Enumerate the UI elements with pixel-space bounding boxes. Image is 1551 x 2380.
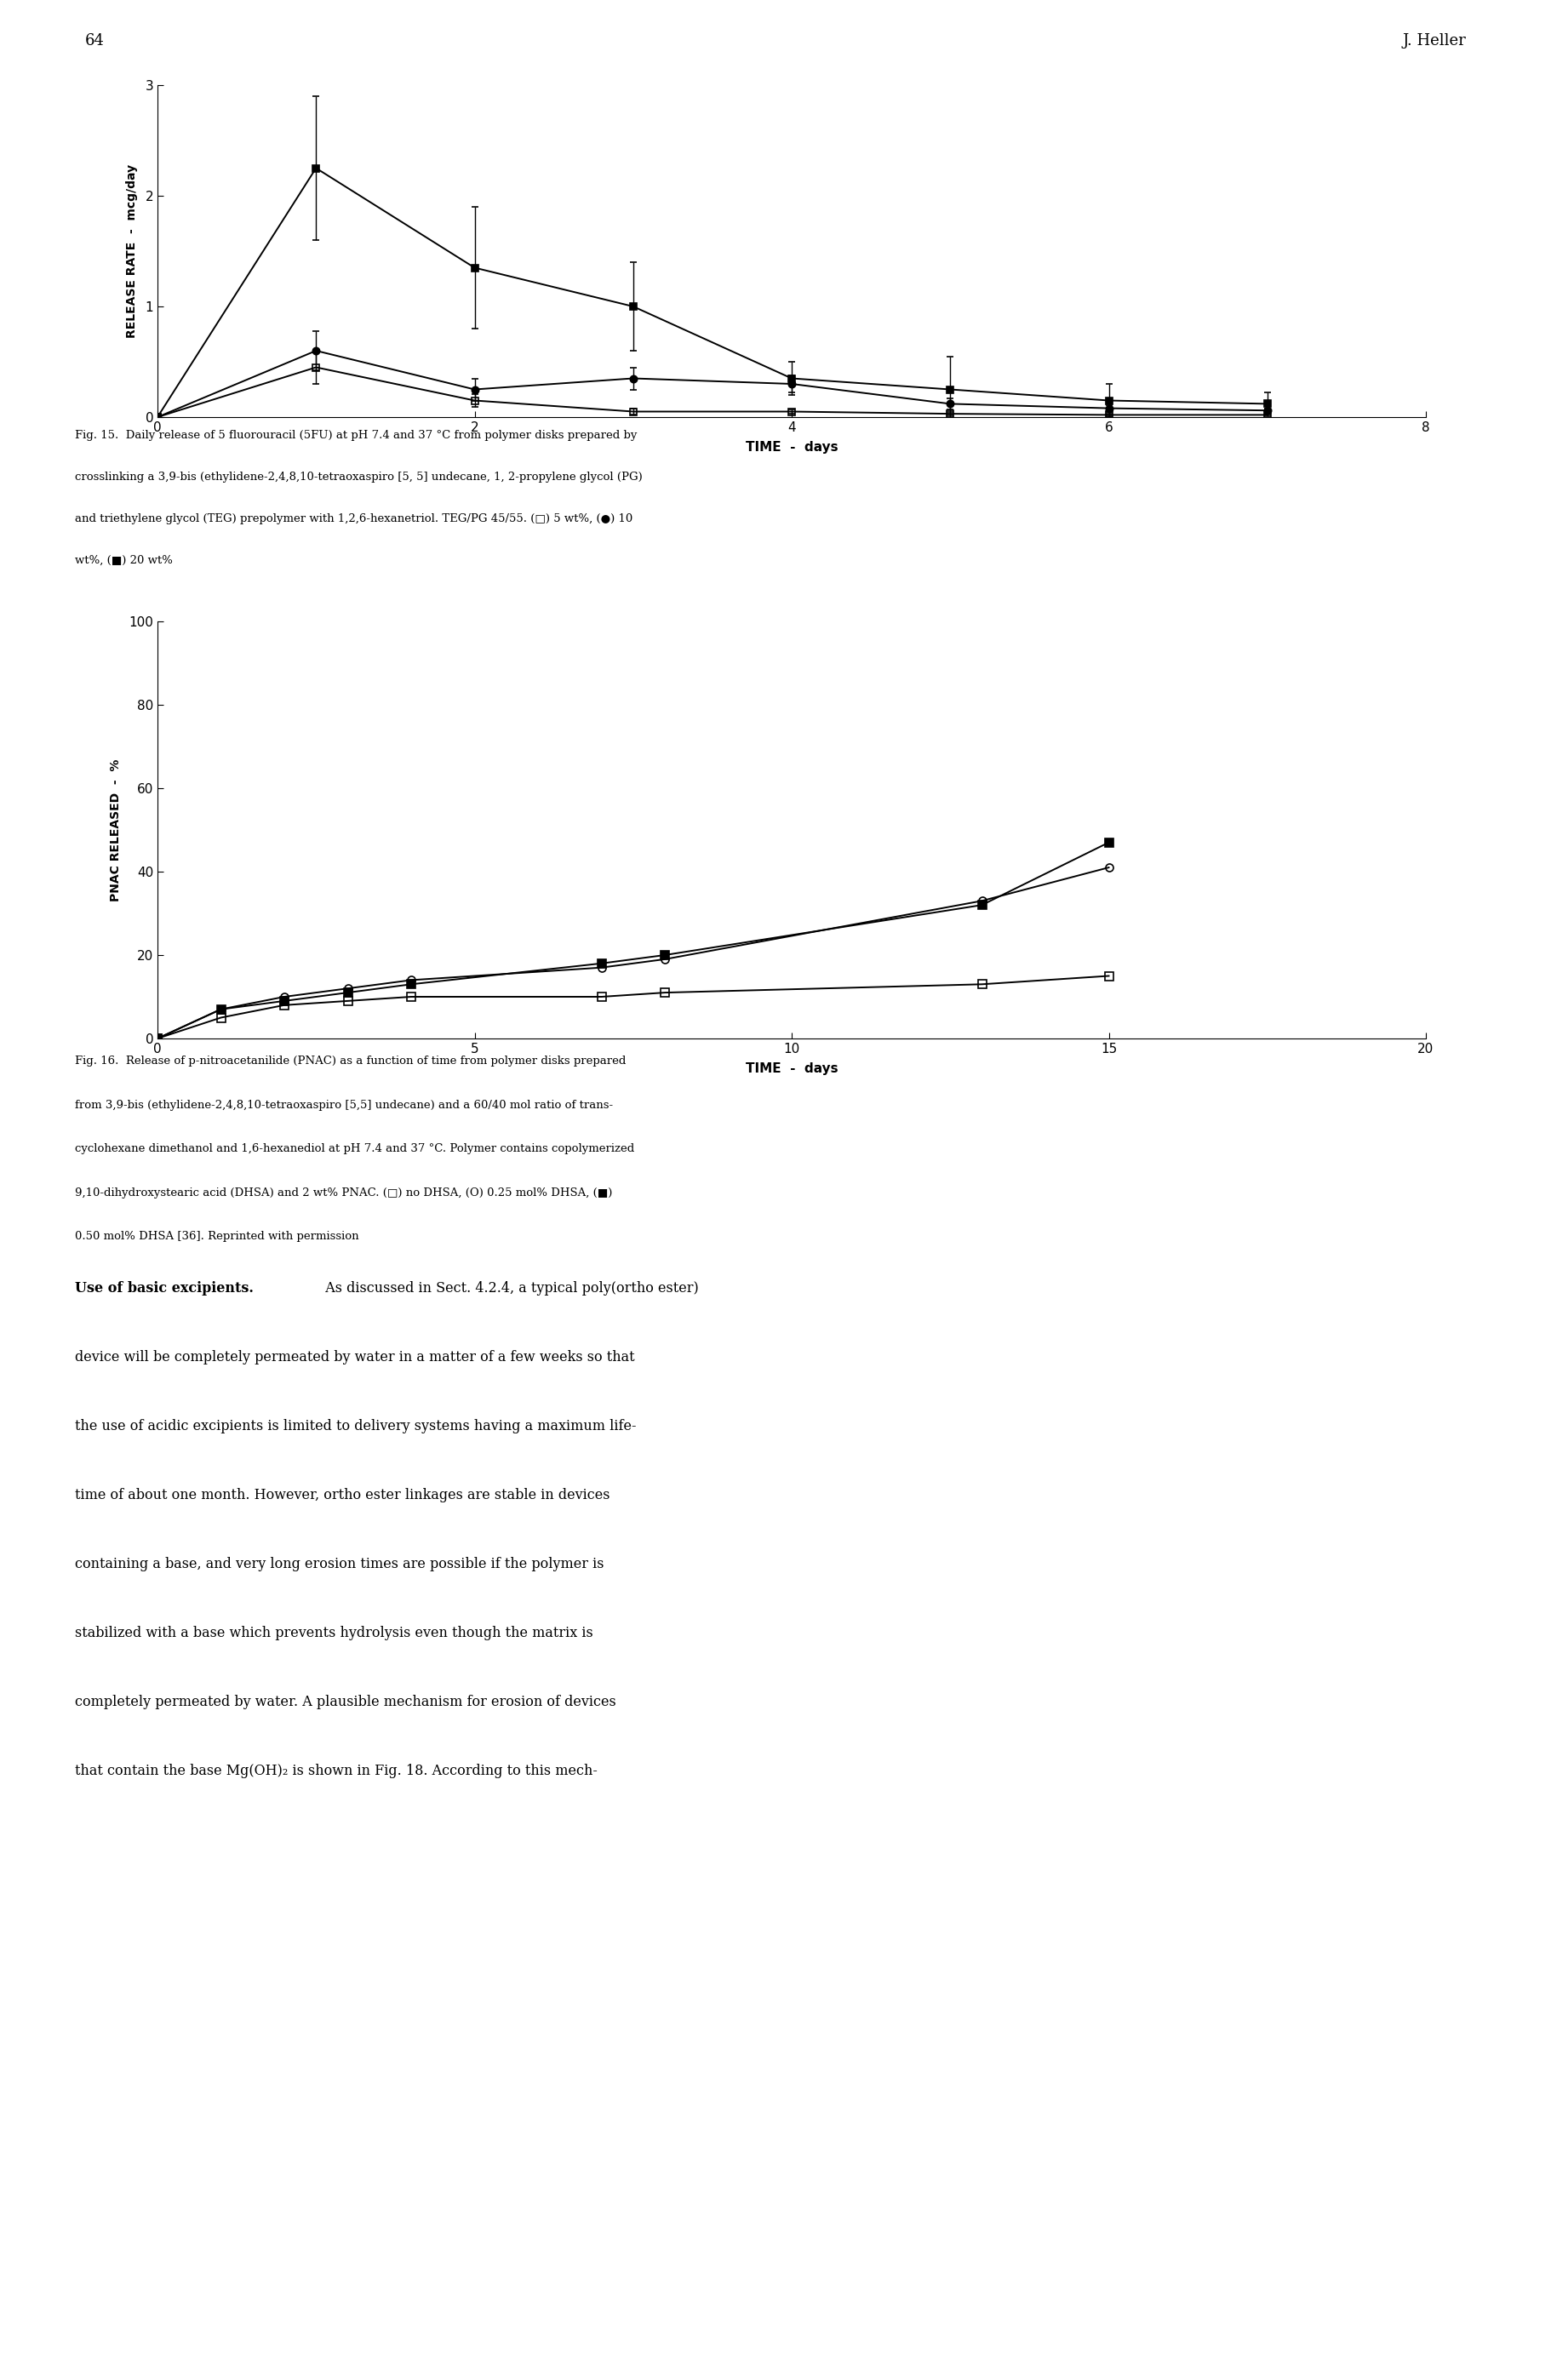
Text: Fig. 15.  Daily release of 5 fluorouracil (5FU) at pH 7.4 and 37 °C from polymer: Fig. 15. Daily release of 5 fluorouracil… [74,431,637,440]
Text: that contain the base Mg(OH)₂ is shown in Fig. 18. According to this mech-: that contain the base Mg(OH)₂ is shown i… [74,1764,597,1778]
Text: 64: 64 [85,33,105,48]
Text: and triethylene glycol (TEG) prepolymer with 1,2,6-hexanetriol. TEG/PG 45/55. (□: and triethylene glycol (TEG) prepolymer … [74,514,633,524]
Text: containing a base, and very long erosion times are possible if the polymer is: containing a base, and very long erosion… [74,1557,603,1571]
Text: J. Heller: J. Heller [1402,33,1466,48]
Text: from 3,9-bis (ethylidene-2,4,8,10-tetraoxaspiro [5,5] undecane) and a 60/40 mol : from 3,9-bis (ethylidene-2,4,8,10-tetrao… [74,1100,613,1111]
Text: completely permeated by water. A plausible mechanism for erosion of devices: completely permeated by water. A plausib… [74,1695,616,1709]
Text: Fig. 16.  Release of p-nitroacetanilide (PNAC) as a function of time from polyme: Fig. 16. Release of p-nitroacetanilide (… [74,1054,627,1066]
Text: As discussed in Sect. 4.2.4, a typical poly(ortho ester): As discussed in Sect. 4.2.4, a typical p… [316,1280,700,1295]
X-axis label: TIME  -  days: TIME - days [746,440,838,455]
Text: device will be completely permeated by water in a matter of a few weeks so that: device will be completely permeated by w… [74,1349,634,1364]
Text: Use of basic excipients.: Use of basic excipients. [74,1280,253,1295]
Text: crosslinking a 3,9-bis (ethylidene-2,4,8,10-tetraoxaspiro [5, 5] undecane, 1, 2-: crosslinking a 3,9-bis (ethylidene-2,4,8… [74,471,642,483]
Text: 9,10-dihydroxystearic acid (DHSA) and 2 wt% PNAC. (□) no DHSA, (O) 0.25 mol% DHS: 9,10-dihydroxystearic acid (DHSA) and 2 … [74,1188,613,1200]
Text: cyclohexane dimethanol and 1,6-hexanediol at pH 7.4 and 37 °C. Polymer contains : cyclohexane dimethanol and 1,6-hexanedio… [74,1142,634,1154]
Text: 0.50 mol% DHSA [36]. Reprinted with permission: 0.50 mol% DHSA [36]. Reprinted with perm… [74,1230,358,1242]
Y-axis label: RELEASE RATE  -  mcg/day: RELEASE RATE - mcg/day [126,164,138,338]
Text: stabilized with a base which prevents hydrolysis even though the matrix is: stabilized with a base which prevents hy… [74,1626,592,1640]
Text: time of about one month. However, ortho ester linkages are stable in devices: time of about one month. However, ortho … [74,1488,610,1502]
Text: wt%, (■) 20 wt%: wt%, (■) 20 wt% [74,555,172,566]
X-axis label: TIME  -  days: TIME - days [746,1061,838,1076]
Y-axis label: PNAC RELEASED  -  %: PNAC RELEASED - % [110,759,121,902]
Text: the use of acidic excipients is limited to delivery systems having a maximum lif: the use of acidic excipients is limited … [74,1418,636,1433]
